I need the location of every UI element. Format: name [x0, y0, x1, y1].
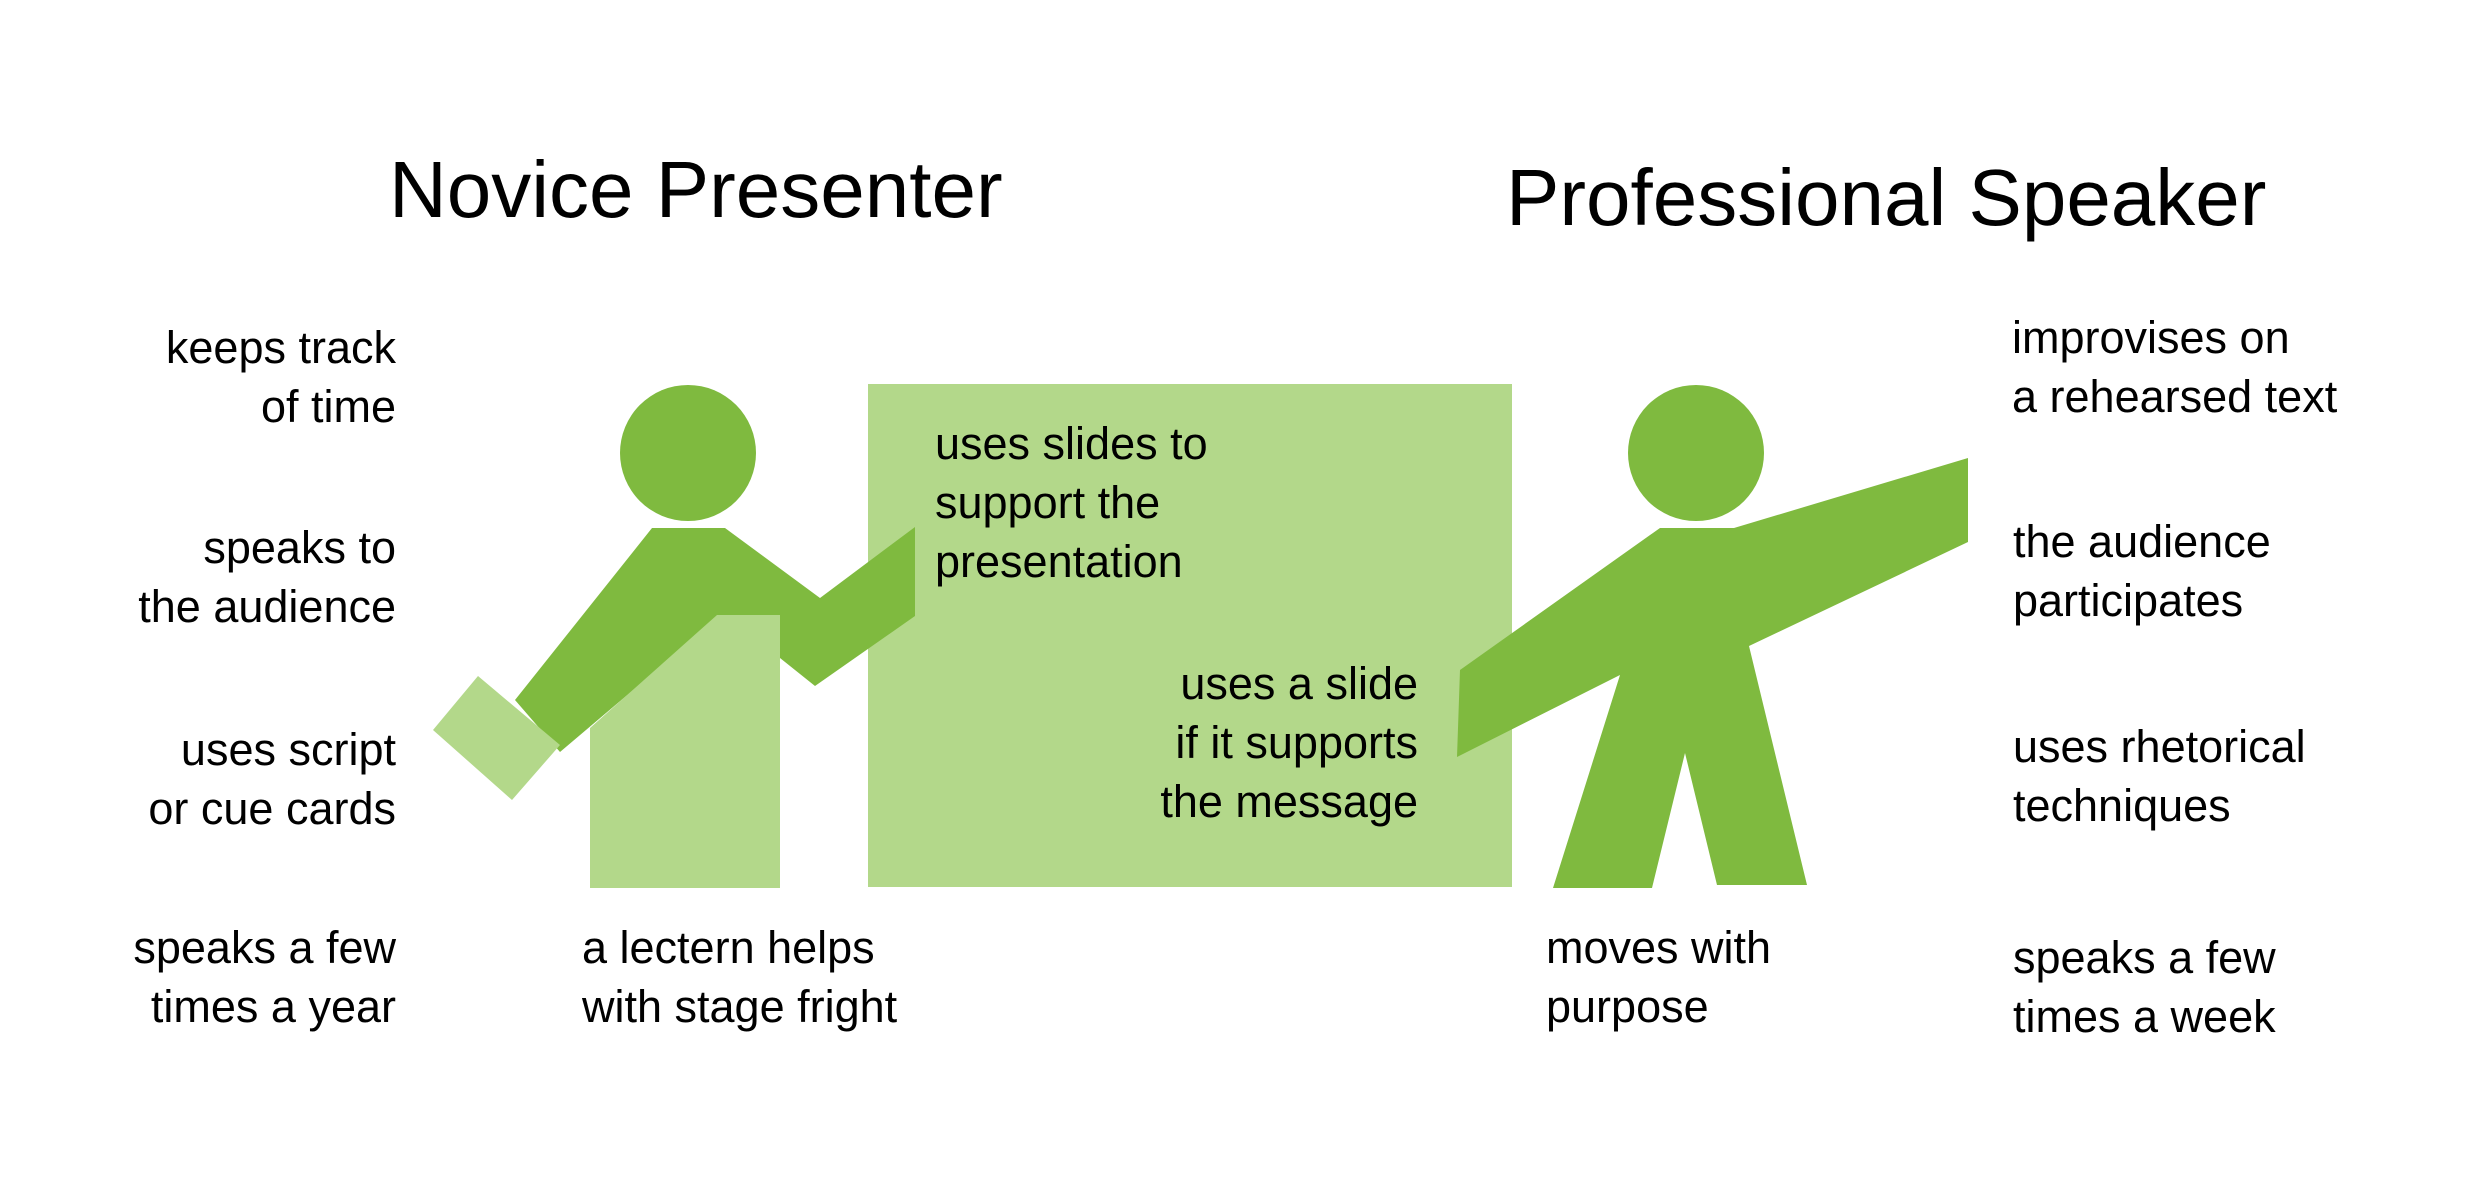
cue-card-icon: [433, 676, 560, 800]
label-uses-script: uses script or cue cards: [148, 724, 396, 834]
label-novice-frequency: speaks a few times a year: [133, 922, 396, 1032]
lectern-icon: [590, 615, 780, 888]
label-moves-with-purpose: moves with purpose: [1546, 922, 1772, 1032]
label-audience-participates: the audience participates: [2013, 516, 2271, 626]
person-gesturing-icon: [1457, 385, 1968, 888]
label-improvises: improvises on a rehearsed text: [2012, 312, 2338, 422]
label-uses-a-slide: uses a slide if it supports the message: [1160, 658, 1418, 827]
label-speaks-to-the-audience: speaks to the audience: [138, 522, 396, 632]
label-keeps-track-of-time: keeps track of time: [165, 322, 396, 432]
professional-heading: Professional Speaker: [1506, 153, 2267, 242]
label-rhetorical-techniques: uses rhetorical techniques: [2013, 721, 2306, 831]
novice-heading: Novice Presenter: [389, 145, 1003, 234]
label-uses-slides: uses slides to support the presentation: [935, 418, 1208, 587]
label-professional-frequency: speaks a few times a week: [2013, 932, 2276, 1042]
label-lectern: a lectern helps with stage fright: [582, 922, 898, 1032]
slide-screen-icon: [868, 384, 1512, 887]
